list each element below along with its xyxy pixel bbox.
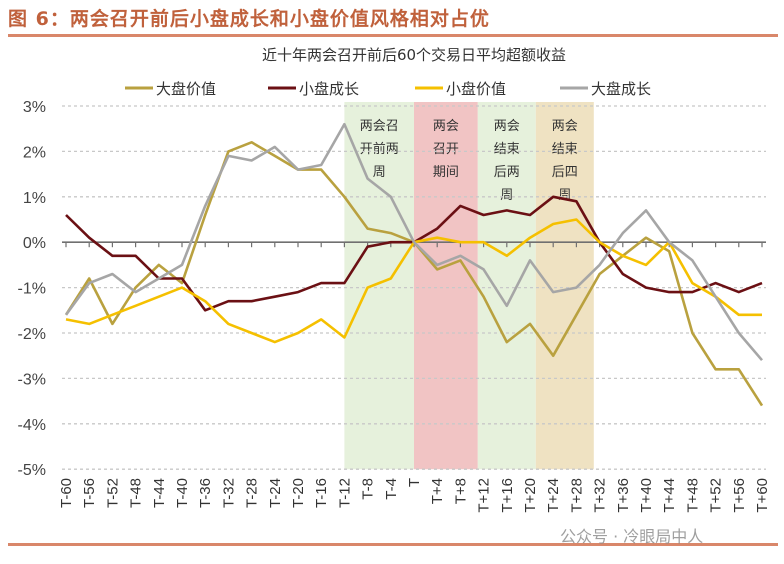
y-tick-label: -3% xyxy=(18,371,46,388)
x-tick-label: T-32 xyxy=(220,478,237,508)
band-2 xyxy=(477,102,536,470)
x-tick-label: T xyxy=(406,478,423,487)
legend-label: 小盘价值 xyxy=(446,80,506,98)
x-tick-label: T-56 xyxy=(81,478,98,508)
x-tick-label: T+4 xyxy=(429,478,446,504)
x-tick-label: T+12 xyxy=(476,478,493,513)
x-tick-label: T+36 xyxy=(615,478,632,513)
x-tick-label: T-48 xyxy=(128,478,145,508)
bottom-rule xyxy=(8,543,778,546)
y-tick-label: 2% xyxy=(23,144,46,161)
figure-title: 图 6：两会召开前后小盘成长和小盘价值风格相对占优 xyxy=(8,8,490,30)
y-tick-label: -5% xyxy=(18,462,46,479)
series-lines xyxy=(64,122,764,407)
band-label: 召开 xyxy=(433,142,459,157)
x-tick-label: T-28 xyxy=(244,478,261,508)
y-tick-label: 3% xyxy=(23,99,46,116)
x-tick-label: T+20 xyxy=(522,478,539,513)
legend: 大盘价值 小盘成长 小盘价值 大盘成长 xyxy=(125,80,651,98)
x-tick-label: T-36 xyxy=(197,478,214,508)
y-tick-label: 0% xyxy=(23,235,46,252)
x-tick-label: T-52 xyxy=(104,478,121,508)
band-label: 两会 xyxy=(552,119,578,134)
band-label: 周 xyxy=(500,188,513,203)
band-label: 两会 xyxy=(494,119,520,134)
x-tick-label: T+16 xyxy=(499,478,516,513)
y-tick-label: -2% xyxy=(18,326,46,343)
x-tick-label: T-44 xyxy=(151,478,168,508)
x-tick-label: T+24 xyxy=(545,478,562,513)
band-label: 两会召 xyxy=(360,119,399,134)
title-rule xyxy=(8,34,778,37)
band-3 xyxy=(535,102,594,470)
band-label: 开前两 xyxy=(360,141,399,157)
band-label: 结束 xyxy=(494,142,520,157)
x-tick-label: T-4 xyxy=(383,478,400,500)
chart-title: 近十年两会召开前后60个交易日平均超额收益 xyxy=(262,46,566,64)
x-tick-label: T+60 xyxy=(754,478,771,513)
x-tick-label: T-24 xyxy=(267,478,284,508)
band-label: 后四 xyxy=(552,165,578,180)
x-tick-label: T-16 xyxy=(313,478,330,508)
y-tick-label: -1% xyxy=(18,281,46,298)
band-label: 结束 xyxy=(552,142,578,157)
y-tick-label: 1% xyxy=(23,190,46,207)
x-tick-label: T+28 xyxy=(568,478,585,513)
band-0 xyxy=(344,102,414,470)
x-tick-label: T+44 xyxy=(661,478,678,513)
band-label: 期间 xyxy=(433,165,459,180)
band-label: 两会 xyxy=(433,119,459,134)
band-label: 后两 xyxy=(494,165,520,180)
x-tick-label: T+40 xyxy=(638,478,655,513)
x-tick-label: T+8 xyxy=(452,478,469,504)
legend-label: 小盘成长 xyxy=(299,80,359,98)
x-tick-label: T-12 xyxy=(336,478,353,508)
y-tick-label: -4% xyxy=(18,417,46,434)
x-tick-label: T+56 xyxy=(731,478,748,513)
x-tick-label: T-8 xyxy=(360,478,377,500)
legend-label: 大盘价值 xyxy=(156,80,216,98)
band-label: 周 xyxy=(373,165,386,180)
x-tick-label: T-40 xyxy=(174,478,191,508)
x-tick-label: T+32 xyxy=(592,478,609,513)
x-tick-label: T+48 xyxy=(684,478,701,513)
watermark: 公众号 · 冷眼局中人 xyxy=(560,527,703,546)
series-line-3 xyxy=(64,122,763,362)
x-tick-label: T-20 xyxy=(290,478,307,508)
x-tick-label: T-60 xyxy=(58,478,75,508)
axes: 3% 2% 1% 0% -1% -2% -3% -4% -5% T-60 T-56 T-52 T-48 T… xyxy=(18,99,771,513)
x-tick-label: T+52 xyxy=(708,478,725,513)
band-1 xyxy=(414,102,478,470)
legend-label: 大盘成长 xyxy=(591,80,651,98)
